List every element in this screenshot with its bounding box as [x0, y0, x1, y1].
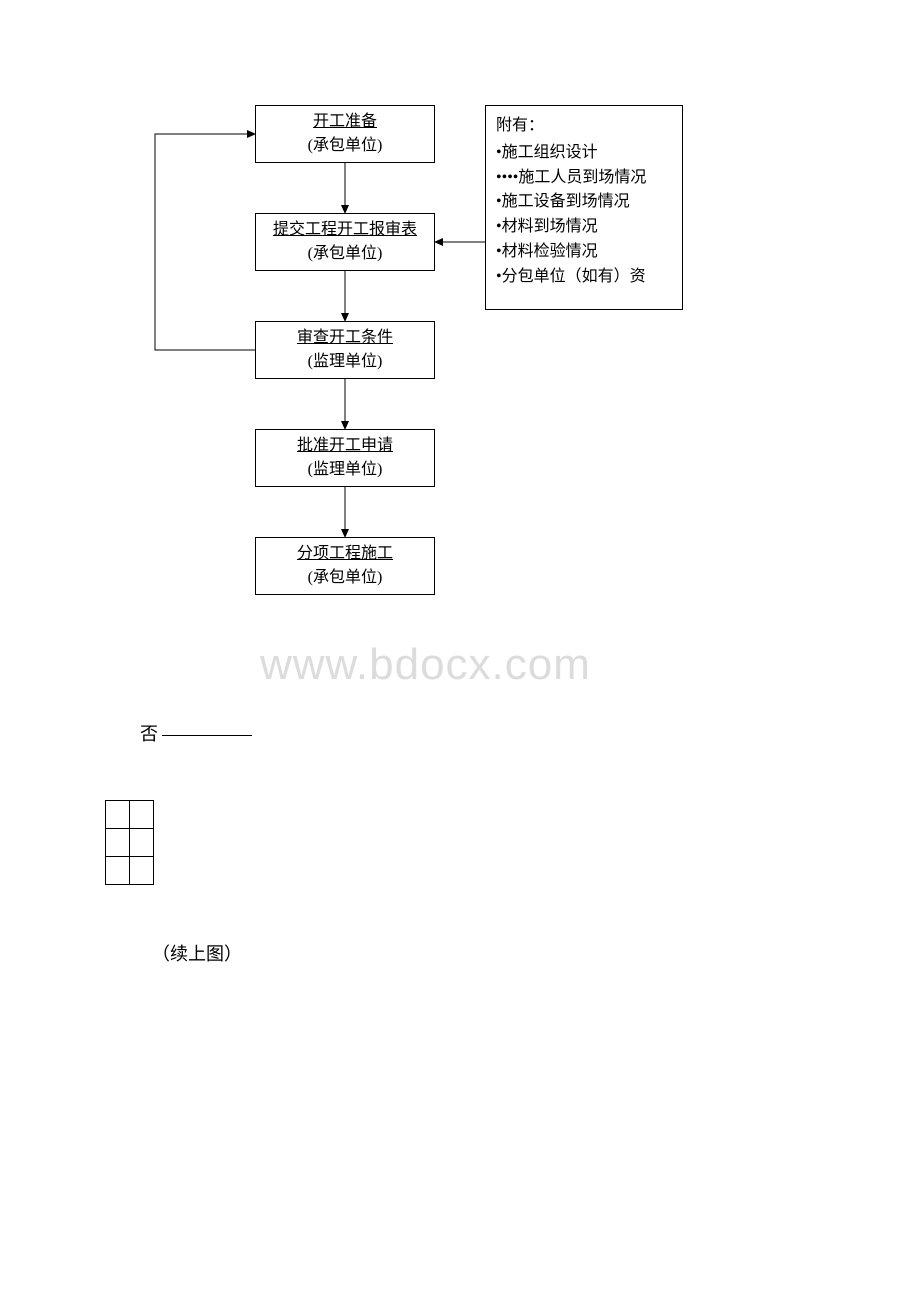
table-row	[106, 829, 154, 857]
side-item: •施工设备到场情况	[496, 190, 672, 215]
node-title: 批准开工申请	[297, 434, 393, 458]
node-subitem-construction: 分项工程施工 (承包单位)	[255, 537, 435, 595]
table-row	[106, 801, 154, 829]
no-label: 否	[140, 720, 252, 746]
continue-label: （续上图）	[152, 940, 242, 966]
table-row	[106, 857, 154, 885]
node-sub: (承包单位)	[308, 242, 383, 266]
table-cell	[130, 857, 154, 885]
node-sub: (承包单位)	[308, 134, 383, 158]
node-start-prep: 开工准备 (承包单位)	[255, 105, 435, 163]
node-review-conditions: 审查开工条件 (监理单位)	[255, 321, 435, 379]
node-sub: (承包单位)	[308, 566, 383, 590]
side-item: •分包单位（如有）资	[496, 265, 672, 290]
table-cell	[130, 829, 154, 857]
no-underline	[162, 735, 252, 736]
table-cell	[106, 829, 130, 857]
node-approve-application: 批准开工申请 (监理单位)	[255, 429, 435, 487]
side-item: •施工组织设计	[496, 141, 672, 166]
watermark-text: www.bdocx.com	[260, 640, 591, 690]
side-item: •材料到场情况	[496, 215, 672, 240]
table-cell	[130, 801, 154, 829]
no-text: 否	[140, 724, 158, 744]
node-title: 分项工程施工	[297, 542, 393, 566]
node-submit-report: 提交工程开工报审表 (承包单位)	[255, 213, 435, 271]
small-grid-table	[105, 800, 154, 885]
edge-loop-n3-n1	[155, 134, 255, 350]
side-item: •材料检验情况	[496, 240, 672, 265]
node-title: 审查开工条件	[297, 326, 393, 350]
side-attachments-box: 附有： •施工组织设计 ••••施工人员到场情况 •施工设备到场情况 •材料到场…	[485, 105, 683, 310]
side-item: ••••施工人员到场情况	[496, 166, 672, 191]
table-cell	[106, 801, 130, 829]
edge-layer	[0, 105, 920, 805]
node-sub: (监理单位)	[308, 458, 383, 482]
table-cell	[106, 857, 130, 885]
side-title: 附有：	[496, 114, 672, 139]
node-sub: (监理单位)	[308, 350, 383, 374]
node-title: 提交工程开工报审表	[273, 218, 417, 242]
node-title: 开工准备	[313, 110, 377, 134]
